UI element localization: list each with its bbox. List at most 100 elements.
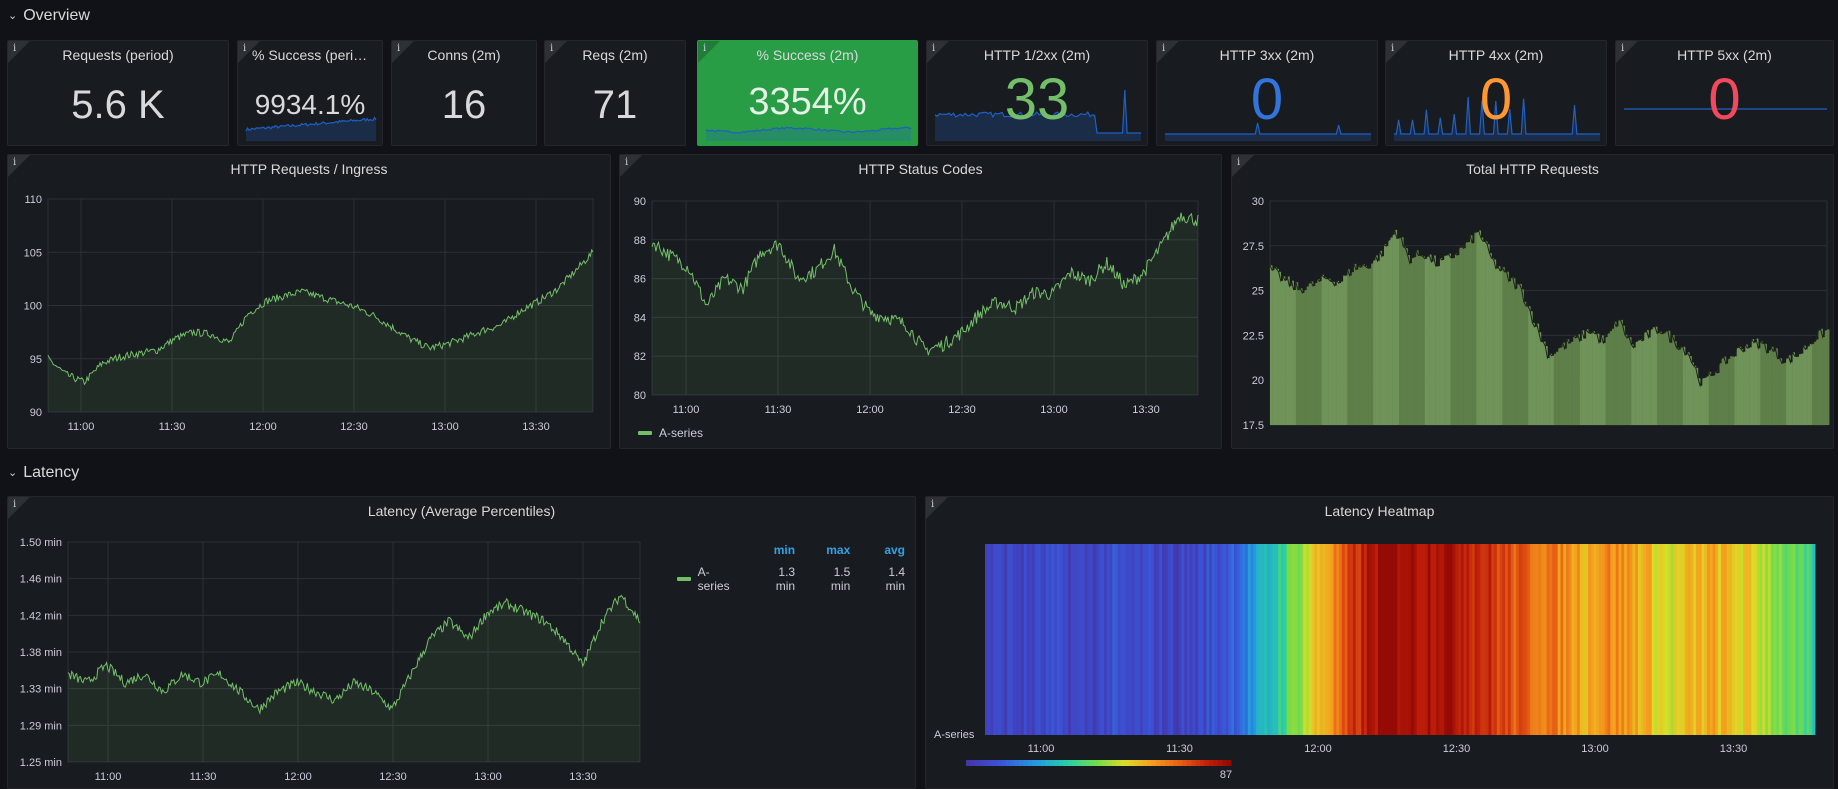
row-title: Latency (23, 464, 80, 481)
heatmap-cell (1483, 544, 1487, 735)
bar (1489, 253, 1492, 425)
heatmap-cell (1106, 544, 1110, 735)
legend-header-min[interactable]: min (773, 543, 796, 557)
panel-http-requests-ingress[interactable]: i HTTP Requests / Ingress 110 105 100 95 90 1… (7, 154, 611, 449)
stat-panel[interactable]: i Conns (2m) 16 (391, 40, 537, 146)
info-icon[interactable]: i (1621, 43, 1625, 54)
stat-panel[interactable]: i HTTP 4xx (2m) 0 (1385, 40, 1607, 146)
stat-panel[interactable]: i Requests (period) 5.6 K (7, 40, 229, 146)
legend-header-avg[interactable]: avg (884, 543, 905, 557)
info-icon[interactable]: i (550, 43, 554, 54)
total-requests-chart[interactable]: 30 27.5 25 22.5 20 17.5 (1232, 155, 1834, 449)
info-icon[interactable]: i (13, 499, 17, 510)
bar (1734, 356, 1737, 425)
color-scale-segment (1089, 760, 1095, 766)
bar (1506, 271, 1510, 425)
sparkline-line (705, 126, 912, 134)
bar (1418, 255, 1421, 425)
heatmap-chart[interactable]: 11:00 11:30 12:00 12:30 13:00 13:30 A-series 87 (926, 497, 1834, 789)
heatmap-cell (1289, 544, 1293, 735)
info-icon[interactable]: i (13, 43, 17, 54)
bar (1820, 328, 1823, 425)
bar (1386, 246, 1389, 425)
legend-header-max[interactable]: max (826, 543, 851, 557)
info-icon[interactable]: i (703, 43, 707, 54)
heatmap-cell (1734, 544, 1738, 735)
heatmap-cell (1743, 544, 1747, 735)
latency-chart[interactable]: 1.50 min 1.46 min 1.42 min 1.38 min 1.33 min… (8, 497, 648, 789)
info-icon[interactable]: i (397, 43, 401, 54)
panel-total-http-requests[interactable]: i Total HTTP Requests 30 27.5 25 22.5 20 17.5 (1231, 154, 1834, 449)
heatmap-cell (1314, 544, 1318, 735)
info-icon[interactable]: i (931, 499, 935, 510)
bar (1644, 332, 1647, 425)
heatmap-cell (1709, 544, 1714, 735)
heatmap-cell (1092, 544, 1097, 735)
heatmap-cell (1142, 544, 1146, 735)
row-latency[interactable]: ⌄ Latency (8, 462, 79, 484)
stat-panel[interactable]: i HTTP 1/2xx (2m) 33 (926, 40, 1148, 146)
legend-swatch (677, 577, 691, 581)
stat-title: Conns (2m) (427, 47, 501, 63)
info-icon[interactable]: i (243, 43, 247, 54)
panel-http-status-codes[interactable]: i HTTP Status Codes 90 88 86 84 82 80 11:00 11:… (619, 154, 1222, 449)
heatmap-cell (1203, 544, 1207, 735)
heatmap-cell (1682, 544, 1686, 735)
color-scale-segment (1151, 760, 1157, 766)
heatmap-cell (1662, 544, 1666, 735)
bar (1429, 254, 1432, 425)
info-icon[interactable]: i (13, 157, 17, 168)
heatmap-cell (1654, 544, 1658, 735)
stat-panel[interactable]: i Reqs (2m) 71 (544, 40, 686, 146)
status-codes-chart[interactable]: 90 88 86 84 82 80 11:00 11:30 12:00 12:30 13:00 13:… (620, 155, 1222, 449)
bar (1439, 258, 1443, 425)
bar (1310, 281, 1314, 425)
bar (1495, 268, 1499, 425)
heatmap-cell (1704, 544, 1708, 735)
bar (1536, 323, 1540, 425)
info-icon[interactable]: i (1162, 43, 1166, 54)
bar (1809, 343, 1813, 425)
bar (1431, 261, 1434, 425)
color-scale-segment (1147, 760, 1152, 766)
heatmap-cell (1151, 544, 1155, 735)
y-tick-label: 22.5 (1243, 330, 1264, 342)
info-icon[interactable]: i (932, 43, 936, 54)
heatmap-cell (1577, 544, 1581, 735)
heatmap-cell (1568, 544, 1572, 735)
row-overview[interactable]: ⌄ Overview (8, 5, 90, 27)
heatmap-cell (1806, 544, 1810, 735)
stat-panel[interactable]: i % Success (2m) 3354% (697, 40, 918, 146)
panel-latency-percentiles[interactable]: i Latency (Average Percentiles) 1.50 min… (7, 496, 916, 789)
heatmap-cell (1388, 544, 1393, 735)
info-icon[interactable]: i (625, 157, 629, 168)
bar (1388, 240, 1391, 425)
panel-latency-heatmap[interactable]: i Latency Heatmap 11:00 11:30 12:00 12:30 13… (925, 496, 1834, 789)
heatmap-cell (1032, 544, 1036, 735)
bar (1300, 288, 1303, 425)
legend-item[interactable]: A-series (638, 426, 703, 440)
heatmap-cell (1209, 544, 1213, 735)
stat-panel[interactable]: i % Success (period) 9934.1% (237, 40, 383, 146)
heatmap-cell (1546, 544, 1550, 735)
heatmap-cell (1593, 544, 1597, 735)
info-icon[interactable]: i (1237, 157, 1241, 168)
stat-value: 5.6 K (71, 83, 165, 127)
bar (1661, 333, 1664, 425)
bar (1321, 274, 1325, 425)
info-icon[interactable]: i (1391, 43, 1395, 54)
stat-panel[interactable]: i HTTP 3xx (2m) 0 (1156, 40, 1378, 146)
bar (1519, 283, 1522, 425)
bar (1599, 342, 1602, 425)
bar (1480, 237, 1484, 425)
bar (1629, 337, 1632, 425)
heatmap-cell (1590, 544, 1595, 735)
heatmap-cell (1004, 544, 1008, 735)
bar (1553, 353, 1557, 425)
legend-row[interactable]: A-series 1.3 min 1.5 min 1.4 min (677, 559, 913, 593)
bar (1289, 286, 1292, 425)
stat-panel[interactable]: i HTTP 5xx (2m) 0 (1615, 40, 1834, 146)
heatmap-cell (1767, 544, 1772, 735)
bar (1422, 256, 1426, 425)
ingress-chart[interactable]: 110 105 100 95 90 11:00 11:30 12:00 12:30 13:00 13… (8, 155, 611, 449)
